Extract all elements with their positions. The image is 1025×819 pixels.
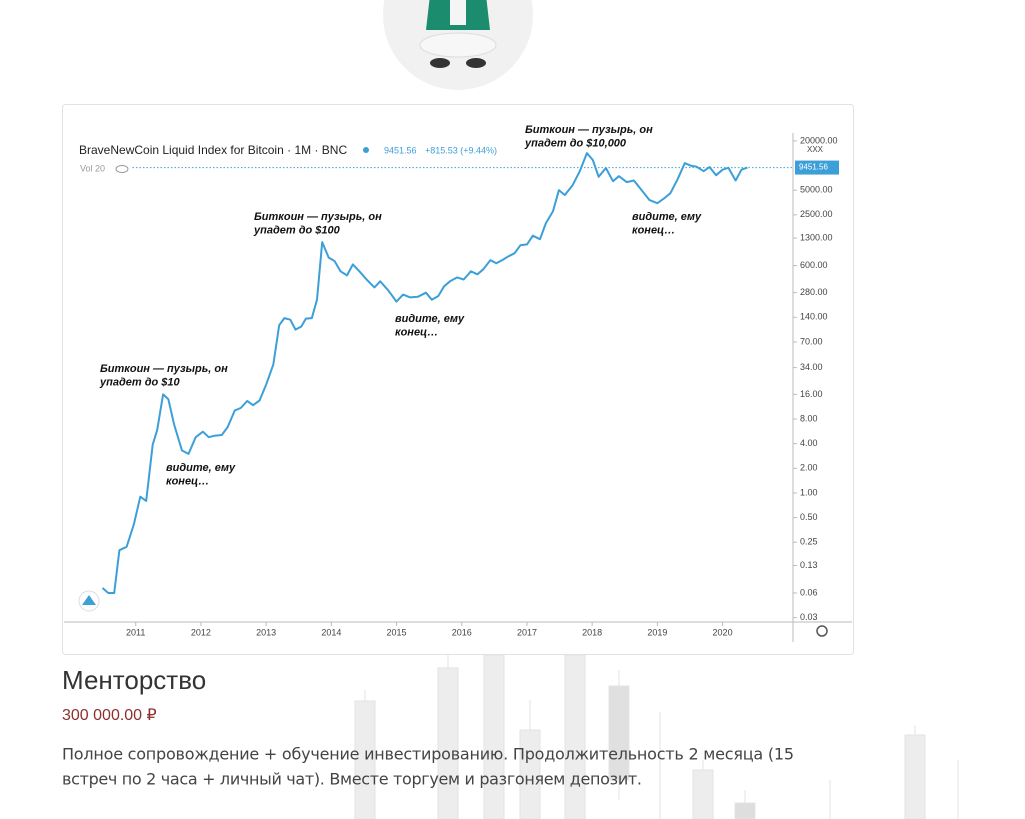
- logo-mark: [82, 595, 96, 605]
- annotation: конец…: [395, 326, 438, 338]
- x-tick-label: 2017: [517, 627, 537, 637]
- y-tick-label: 5000.00: [800, 185, 833, 195]
- y-tick-label: 1.00: [800, 487, 818, 497]
- x-tick-label: 2020: [713, 627, 733, 637]
- y-tick-label: 0.03: [800, 612, 818, 622]
- product-price: 300 000.00 ₽: [62, 707, 157, 724]
- x-tick-label: 2013: [256, 627, 276, 637]
- y-tick-label: 0.13: [800, 560, 818, 570]
- chart-title: BraveNewCoin Liquid Index for Bitcoin · …: [79, 143, 347, 157]
- settings-icon[interactable]: [816, 625, 828, 637]
- y-tick-label: 1300.00: [800, 232, 833, 242]
- header-change: +815.53 (+9.44%): [425, 145, 497, 155]
- last-price-tag-label: 9451.56: [799, 163, 828, 172]
- x-tick-label: 2019: [647, 627, 667, 637]
- annotation: упадет до $100: [253, 224, 341, 236]
- price-line: [101, 152, 748, 594]
- y-tick-label: 34.00: [800, 362, 823, 372]
- legend-dot: [363, 147, 369, 153]
- chart-card: [62, 104, 854, 655]
- product-description: встреч по 2 часа + личный чат). Вместе т…: [62, 770, 642, 789]
- annotation: видите, ему: [395, 313, 465, 325]
- x-tick-label: 2014: [321, 627, 341, 637]
- y-tick-label: 280.00: [800, 287, 828, 297]
- product-title: Менторство: [62, 665, 206, 695]
- x-tick-label: 2015: [387, 627, 407, 637]
- annotation: конец…: [632, 224, 675, 236]
- x-tick-label: 2011: [126, 627, 145, 637]
- background-candles: [354, 654, 959, 819]
- annotation: видите, ему: [632, 211, 702, 223]
- y-tick-label: 0.50: [800, 512, 818, 522]
- last-price-tag: [795, 160, 839, 175]
- annotation: видите, ему: [166, 462, 236, 474]
- currency-label: XXX: [807, 145, 824, 154]
- y-tick-label: 0.25: [800, 537, 818, 547]
- avatar: [383, 0, 533, 90]
- y-tick-label: 2.00: [800, 463, 818, 473]
- annotation: Биткоин — пузырь, он: [525, 124, 653, 136]
- y-tick-label: 20000.00: [800, 135, 838, 145]
- annotation: конец…: [166, 475, 209, 487]
- y-tick-label: 140.00: [800, 312, 828, 322]
- volume-label: Vol 20: [80, 163, 105, 173]
- chart: BraveNewCoin Liquid Index for Bitcoin · …: [64, 124, 852, 642]
- y-tick-label: 4.00: [800, 438, 818, 448]
- x-tick-label: 2016: [452, 627, 472, 637]
- x-tick-label: 2012: [191, 627, 211, 637]
- x-tick-label: 2018: [582, 627, 602, 637]
- y-tick-label: 70.00: [800, 336, 823, 346]
- annotation: Биткоин — пузырь, он: [100, 363, 228, 375]
- annotation: упадет до $10: [99, 376, 181, 388]
- y-tick-label: 2500.00: [800, 209, 833, 219]
- header-price: 9451.56: [384, 145, 417, 155]
- y-tick-label: 16.00: [800, 389, 823, 399]
- eye-icon: [115, 165, 129, 173]
- product-description: Полное сопровождение + обучение инвестир…: [62, 745, 794, 764]
- y-tick-label: 8.00: [800, 413, 818, 423]
- y-tick-label: 0.06: [800, 587, 818, 597]
- annotation: Биткоин — пузырь, он: [254, 211, 382, 223]
- annotation: упадет до $10,000: [524, 137, 627, 149]
- y-tick-label: 600.00: [800, 260, 828, 270]
